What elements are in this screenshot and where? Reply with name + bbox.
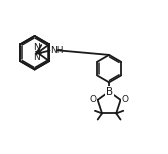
Text: O: O [122, 95, 129, 103]
Text: B: B [106, 87, 113, 97]
Text: O: O [89, 95, 96, 103]
Text: N: N [34, 53, 40, 62]
Text: N: N [33, 43, 40, 52]
Text: NH: NH [50, 46, 64, 55]
